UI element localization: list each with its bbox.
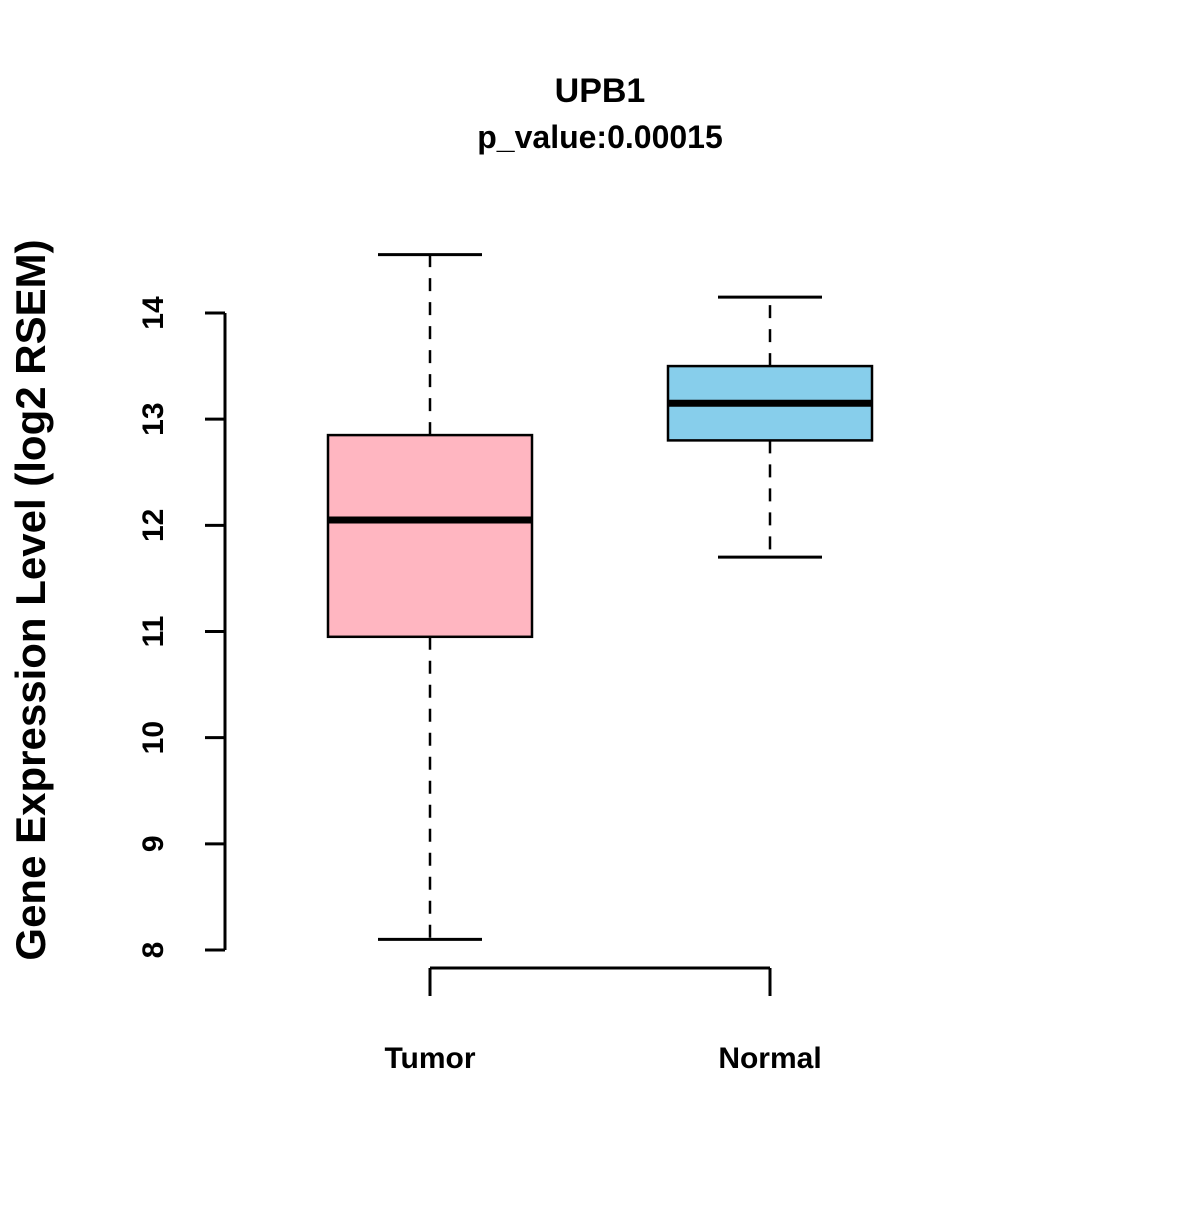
category-label-tumor: Tumor (384, 1042, 475, 1075)
category-label-normal: Normal (718, 1042, 821, 1075)
y-axis-tick-label: 13 (137, 402, 170, 435)
y-axis-tick-label: 11 (137, 616, 170, 648)
plot-area: 8 9 10 11 12 13 14 (137, 253, 874, 959)
y-axis-tick-label: 14 (137, 296, 170, 330)
y-axis-tick-label: 8 (137, 942, 170, 959)
y-axis-tick-label: 10 (137, 721, 170, 754)
chart-title: UPB1 (555, 72, 646, 110)
y-axis-tick-label: 12 (137, 509, 170, 542)
box-tumor (326, 433, 534, 639)
y-axis-tick-label: 9 (137, 835, 170, 852)
x-axis (428, 966, 772, 996)
chart-subtitle: p_value:0.00015 (477, 119, 723, 155)
y-axis-label: Gene Expression Level (log2 RSEM) (7, 239, 54, 960)
